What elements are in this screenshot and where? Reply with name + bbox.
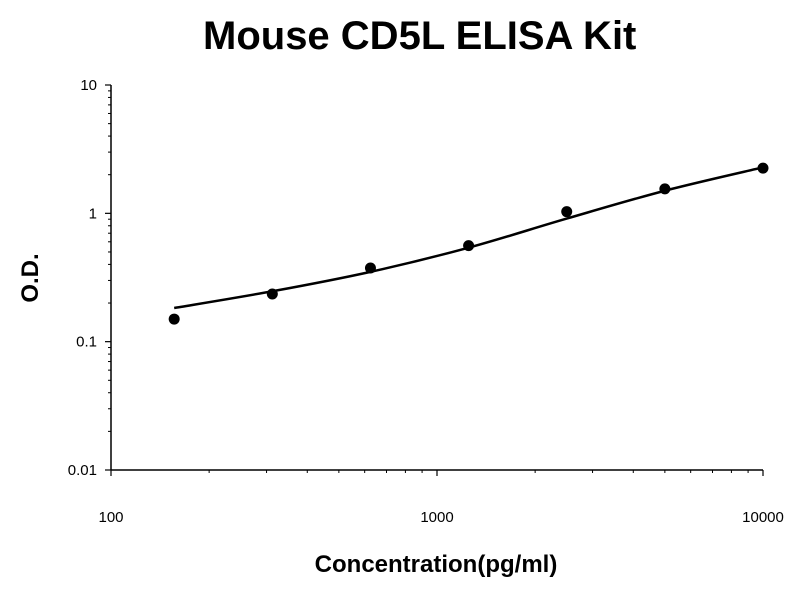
x-axis-title: Concentration(pg/ml) — [315, 551, 558, 578]
y-axis-title: O.D. — [17, 253, 44, 302]
y-tick-label: 1 — [89, 205, 97, 222]
chart-title-text: Mouse CD5L ELISA Kit — [203, 14, 637, 58]
ticks — [105, 84, 764, 476]
data-point — [659, 183, 671, 195]
y-tick-label: 0.1 — [76, 334, 97, 351]
y-tick-label: 0.01 — [68, 462, 97, 479]
data-point — [463, 240, 475, 252]
x-tick-label: 100 — [98, 509, 123, 526]
fit-curve — [173, 166, 764, 310]
axes — [110, 85, 763, 471]
tick-labels: 10 1 0.1 0.01 100 1000 10000 — [68, 77, 784, 526]
x-tick-label: 10000 — [742, 509, 784, 526]
data-points — [168, 162, 769, 325]
data-point — [266, 288, 278, 300]
data-point — [364, 262, 376, 274]
data-point — [757, 162, 769, 174]
y-tick-label: 10 — [80, 77, 97, 94]
data-point — [168, 313, 180, 325]
data-point — [561, 206, 573, 218]
x-tick-label: 1000 — [420, 509, 453, 526]
